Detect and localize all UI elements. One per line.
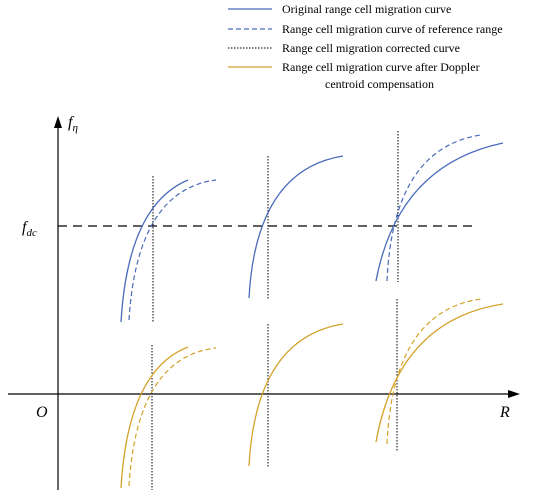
y-axis-label: fη xyxy=(68,114,78,134)
doppler-curve-1 xyxy=(120,346,189,489)
original-curve-1 xyxy=(120,179,189,323)
origin-label: O xyxy=(36,404,48,421)
reference-curves-upper xyxy=(128,134,482,321)
legend: Original range cell migration curve Rang… xyxy=(228,2,503,91)
doppler-curves-lower xyxy=(120,303,504,489)
doppler-curve-3 xyxy=(375,303,504,443)
corrected-lines xyxy=(151,131,399,490)
y-axis-arrow xyxy=(54,116,62,128)
doppler-reference-curves-lower xyxy=(128,298,482,487)
fdc-label: fdc xyxy=(22,219,37,239)
legend-label-doppler-continuation: centroid compensation xyxy=(325,77,434,91)
legend-label-reference: Range cell migration curve of reference … xyxy=(282,22,503,36)
doppler-curve-2 xyxy=(248,323,344,467)
legend-label-original: Original range cell migration curve xyxy=(282,2,451,16)
doppler-reference-curve-3 xyxy=(386,298,482,445)
x-axis-label: R xyxy=(499,404,510,421)
original-curves-upper xyxy=(120,142,504,323)
legend-label-corrected: Range cell migration corrected curve xyxy=(282,41,460,55)
reference-curve-1 xyxy=(128,179,217,321)
doppler-reference-curve-1 xyxy=(128,347,217,487)
x-axis-arrow xyxy=(508,390,520,398)
reference-curve-3 xyxy=(386,134,482,282)
axes: fη R O fdc xyxy=(8,114,520,490)
original-curve-3 xyxy=(375,142,504,282)
legend-label-doppler: Range cell migration curve after Doppler xyxy=(282,60,480,74)
original-curve-2 xyxy=(248,155,344,299)
